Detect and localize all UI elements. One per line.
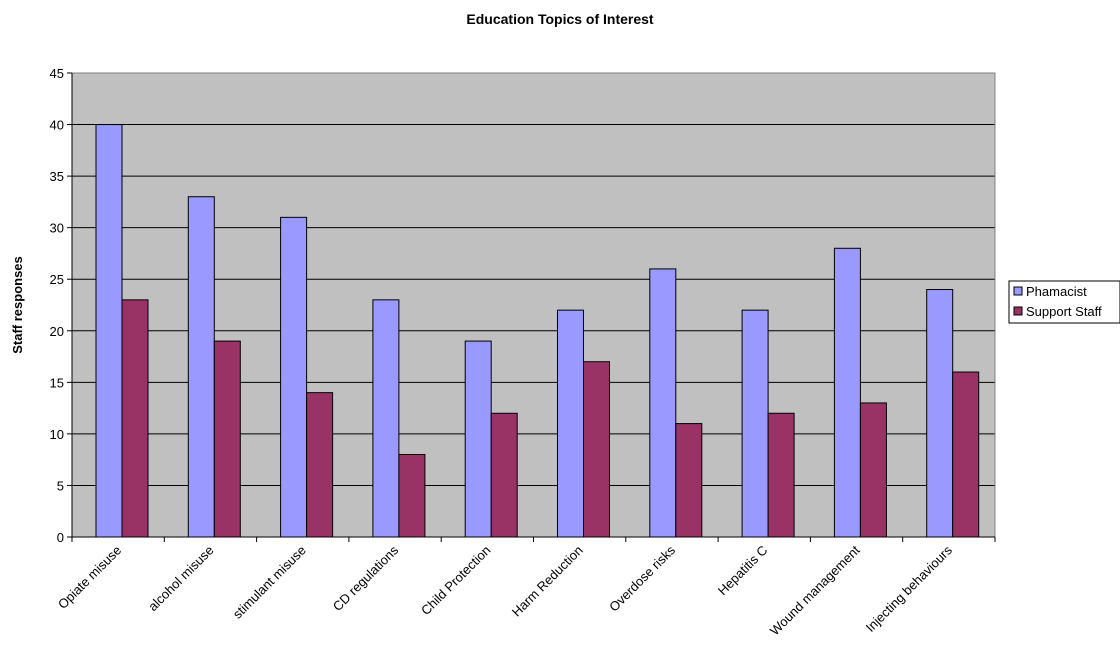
y-axis-title: Staff responses bbox=[10, 256, 25, 354]
y-tick-label: 30 bbox=[50, 221, 64, 236]
bar-support-staff bbox=[675, 423, 703, 538]
bar-support-staff bbox=[398, 454, 426, 538]
legend-box bbox=[1008, 280, 1120, 324]
x-tick-label: Hepatitis C bbox=[715, 543, 771, 599]
x-tick-label: Wound management bbox=[767, 542, 863, 638]
bar-phamacist bbox=[926, 289, 954, 538]
y-tick-label: 10 bbox=[50, 427, 64, 442]
bar-support-staff bbox=[490, 412, 518, 538]
y-tick-label: 20 bbox=[50, 324, 64, 339]
bar-phamacist bbox=[741, 309, 769, 538]
x-tick-label: alcohol misuse bbox=[145, 543, 216, 614]
x-tick-label: Injecting behaviours bbox=[863, 542, 956, 635]
chart-title: Education Topics of Interest bbox=[466, 11, 654, 27]
bar-phamacist bbox=[649, 268, 677, 538]
bar-support-staff bbox=[952, 371, 980, 538]
legend: Phamacist Support Staff bbox=[1008, 280, 1120, 324]
x-tick-label: Overdose risks bbox=[606, 542, 678, 614]
x-tick-label: Harm Reduction bbox=[509, 543, 586, 620]
x-tick-label: stimulant misuse bbox=[230, 543, 309, 622]
x-tick-label: Opiate misuse bbox=[55, 543, 124, 612]
y-tick-label: 40 bbox=[50, 118, 64, 133]
y-tick-label: 45 bbox=[50, 66, 64, 81]
bars bbox=[95, 124, 980, 538]
y-tick-label: 15 bbox=[50, 375, 64, 390]
legend-swatch-phamacist bbox=[1013, 286, 1023, 296]
bar-phamacist bbox=[372, 299, 400, 538]
bar-support-staff bbox=[213, 340, 241, 538]
bar-phamacist bbox=[95, 124, 123, 538]
bar-phamacist bbox=[464, 340, 492, 538]
bar-phamacist bbox=[280, 216, 308, 538]
y-tick-label: 0 bbox=[57, 530, 64, 545]
bar-phamacist bbox=[833, 247, 861, 538]
y-tick-label: 25 bbox=[50, 272, 64, 287]
bar-support-staff bbox=[306, 392, 334, 538]
legend-swatch-support-staff bbox=[1013, 306, 1023, 316]
legend-label-support-staff: Support Staff bbox=[1026, 304, 1102, 319]
legend-label-phamacist: Phamacist bbox=[1026, 284, 1087, 299]
bar-support-staff bbox=[121, 299, 149, 538]
bar-phamacist bbox=[187, 196, 215, 538]
x-tick-label: Child Protection bbox=[418, 543, 494, 619]
x-tick-label: CD regulations bbox=[330, 542, 402, 614]
y-tick-label: 35 bbox=[50, 169, 64, 184]
x-axis-ticks: Opiate misuse alcohol misuse stimulant mis… bbox=[55, 537, 996, 638]
y-axis-ticks: 0 5 10 15 20 25 30 35 40 45 bbox=[50, 66, 72, 545]
bar-support-staff bbox=[859, 402, 887, 538]
bar-support-staff bbox=[767, 412, 795, 538]
y-tick-label: 5 bbox=[57, 478, 64, 493]
bar-support-staff bbox=[583, 361, 610, 538]
bar-phamacist bbox=[557, 309, 584, 538]
